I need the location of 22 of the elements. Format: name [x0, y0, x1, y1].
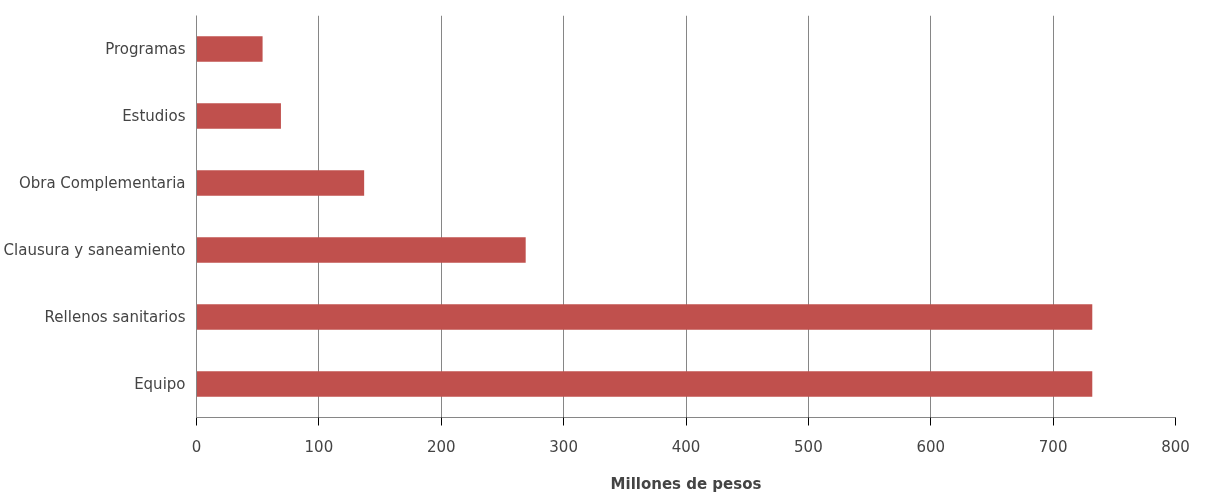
bar — [196, 304, 1093, 330]
y-tick-label: Equipo — [134, 375, 186, 393]
x-tick-label: 0 — [191, 437, 202, 456]
bar — [196, 371, 1093, 397]
x-tick-label: 200 — [426, 437, 456, 456]
x-tick-label: 100 — [304, 437, 334, 456]
y-tick-label: Clausura y saneamiento — [3, 241, 186, 259]
x-tick-label: 800 — [1161, 437, 1190, 456]
bar — [196, 103, 281, 129]
x-tick-label: 700 — [1038, 437, 1068, 456]
x-tick-label: 500 — [794, 437, 823, 456]
y-tick-label: Obra Complementaria — [18, 174, 186, 192]
x-tick-label: 600 — [916, 437, 946, 456]
bar — [196, 237, 526, 263]
y-tick-label: Rellenos sanitarios — [44, 308, 186, 326]
y-tick-label: Estudios — [122, 107, 186, 125]
x-tick-label: 300 — [549, 437, 578, 456]
y-tick-label: Programas — [105, 40, 186, 58]
bar — [196, 36, 263, 62]
x-axis-title: Millones de pesos — [610, 474, 762, 493]
x-tick-label: 400 — [671, 437, 701, 456]
bar — [196, 170, 365, 196]
